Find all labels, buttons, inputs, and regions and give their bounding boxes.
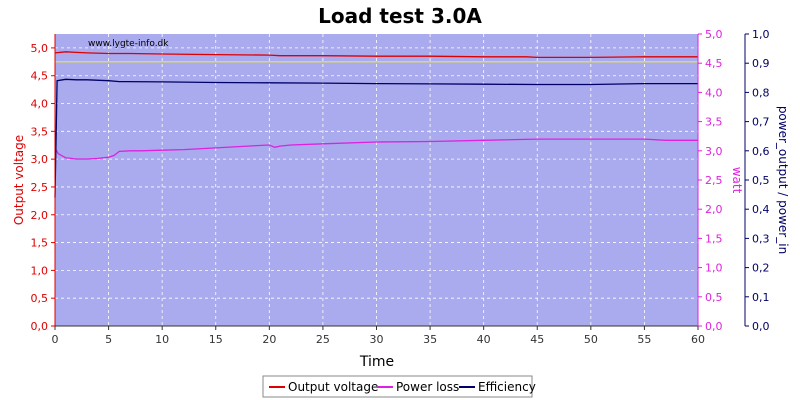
- y-right-efficiency-tick-label: 0,0: [752, 320, 770, 333]
- y-axis-left-label: Output voltage: [12, 135, 26, 225]
- y-right-efficiency-tick-label: 0,6: [752, 145, 770, 158]
- x-tick-label: 60: [691, 333, 705, 346]
- y-right-efficiency-tick-label: 0,4: [752, 203, 770, 216]
- y-left-tick-label: 5,0: [31, 42, 49, 55]
- x-tick-label: 10: [155, 333, 169, 346]
- x-tick-label: 25: [316, 333, 330, 346]
- y-left-tick-label: 1,0: [31, 264, 49, 277]
- y-left-tick-label: 3,5: [31, 125, 49, 138]
- x-tick-label: 50: [584, 333, 598, 346]
- y-right-watt-tick-label: 0,0: [705, 320, 723, 333]
- legend-output-voltage: Output voltage: [288, 380, 378, 394]
- y-right-efficiency-tick-label: 1,0: [752, 28, 770, 41]
- x-tick-label: 40: [477, 333, 491, 346]
- x-tick-label: 30: [370, 333, 384, 346]
- y-right-watt-tick-label: 4,0: [705, 86, 723, 99]
- x-tick-label: 5: [105, 333, 112, 346]
- series-layer: [54, 51, 698, 198]
- series-line-power-loss: [54, 138, 698, 160]
- y-right-efficiency-tick-label: 0,8: [752, 86, 770, 99]
- x-tick-label: 45: [530, 333, 544, 346]
- y-right-efficiency-tick-label: 0,3: [752, 232, 770, 245]
- y-right-efficiency-tick-label: 0,2: [752, 262, 770, 275]
- y-left-tick-label: 4,5: [31, 70, 49, 83]
- y-right-efficiency-tick-label: 0,5: [752, 174, 770, 187]
- x-tick-label: 20: [262, 333, 276, 346]
- series-line-output-voltage: [54, 51, 698, 59]
- y-left-tick-label: 0,5: [31, 292, 49, 305]
- y-right-watt-tick-label: 2,0: [705, 203, 723, 216]
- y-left-tick-label: 2,5: [31, 181, 49, 194]
- legend: Output voltage Power loss Efficiency: [262, 375, 536, 398]
- y-left-tick-label: 0,0: [31, 320, 49, 333]
- chart-title: Load test 3.0A: [318, 4, 482, 28]
- y-right-watt-tick-label: 0,5: [705, 291, 723, 304]
- y-left-tick-label: 2,0: [31, 209, 49, 222]
- y-left-tick-label: 3,0: [31, 153, 49, 166]
- y-right-watt-tick-label: 1,0: [705, 262, 723, 275]
- y-right-efficiency-tick-label: 0,7: [752, 116, 770, 129]
- x-tick-label: 15: [209, 333, 223, 346]
- y-left-tick-label: 1,5: [31, 237, 49, 250]
- y-axis-right-watt-label: watt: [730, 167, 744, 194]
- y-axis-right-efficiency-label: power_output / power_in: [776, 106, 790, 254]
- legend-box: [262, 375, 533, 398]
- legend-power-loss: Power loss: [396, 380, 459, 394]
- x-tick-label: 0: [52, 333, 59, 346]
- y-right-watt-tick-label: 4,5: [705, 57, 723, 70]
- y-right-watt-tick-label: 3,5: [705, 116, 723, 129]
- y-right-efficiency-tick-label: 0,1: [752, 291, 770, 304]
- watermark: www.lygte-info.dk: [88, 39, 169, 49]
- x-tick-label: 35: [423, 333, 437, 346]
- y-left-tick-label: 4,0: [31, 98, 49, 111]
- series-line-efficiency: [54, 78, 698, 198]
- x-tick-label: 55: [637, 333, 651, 346]
- y-right-watt-tick-label: 2,5: [705, 174, 723, 187]
- x-axis-label: Time: [359, 354, 394, 370]
- y-right-watt-tick-label: 1,5: [705, 232, 723, 245]
- axes: 0 5 10 15 20 25 30 35 40 45 50 55 600,00,51,01,52,02…: [31, 28, 770, 346]
- y-right-watt-tick-label: 5,0: [705, 28, 723, 41]
- y-right-watt-tick-label: 3,0: [705, 145, 723, 158]
- y-right-efficiency-tick-label: 0,9: [752, 57, 770, 70]
- legend-efficiency: Efficiency: [478, 380, 536, 394]
